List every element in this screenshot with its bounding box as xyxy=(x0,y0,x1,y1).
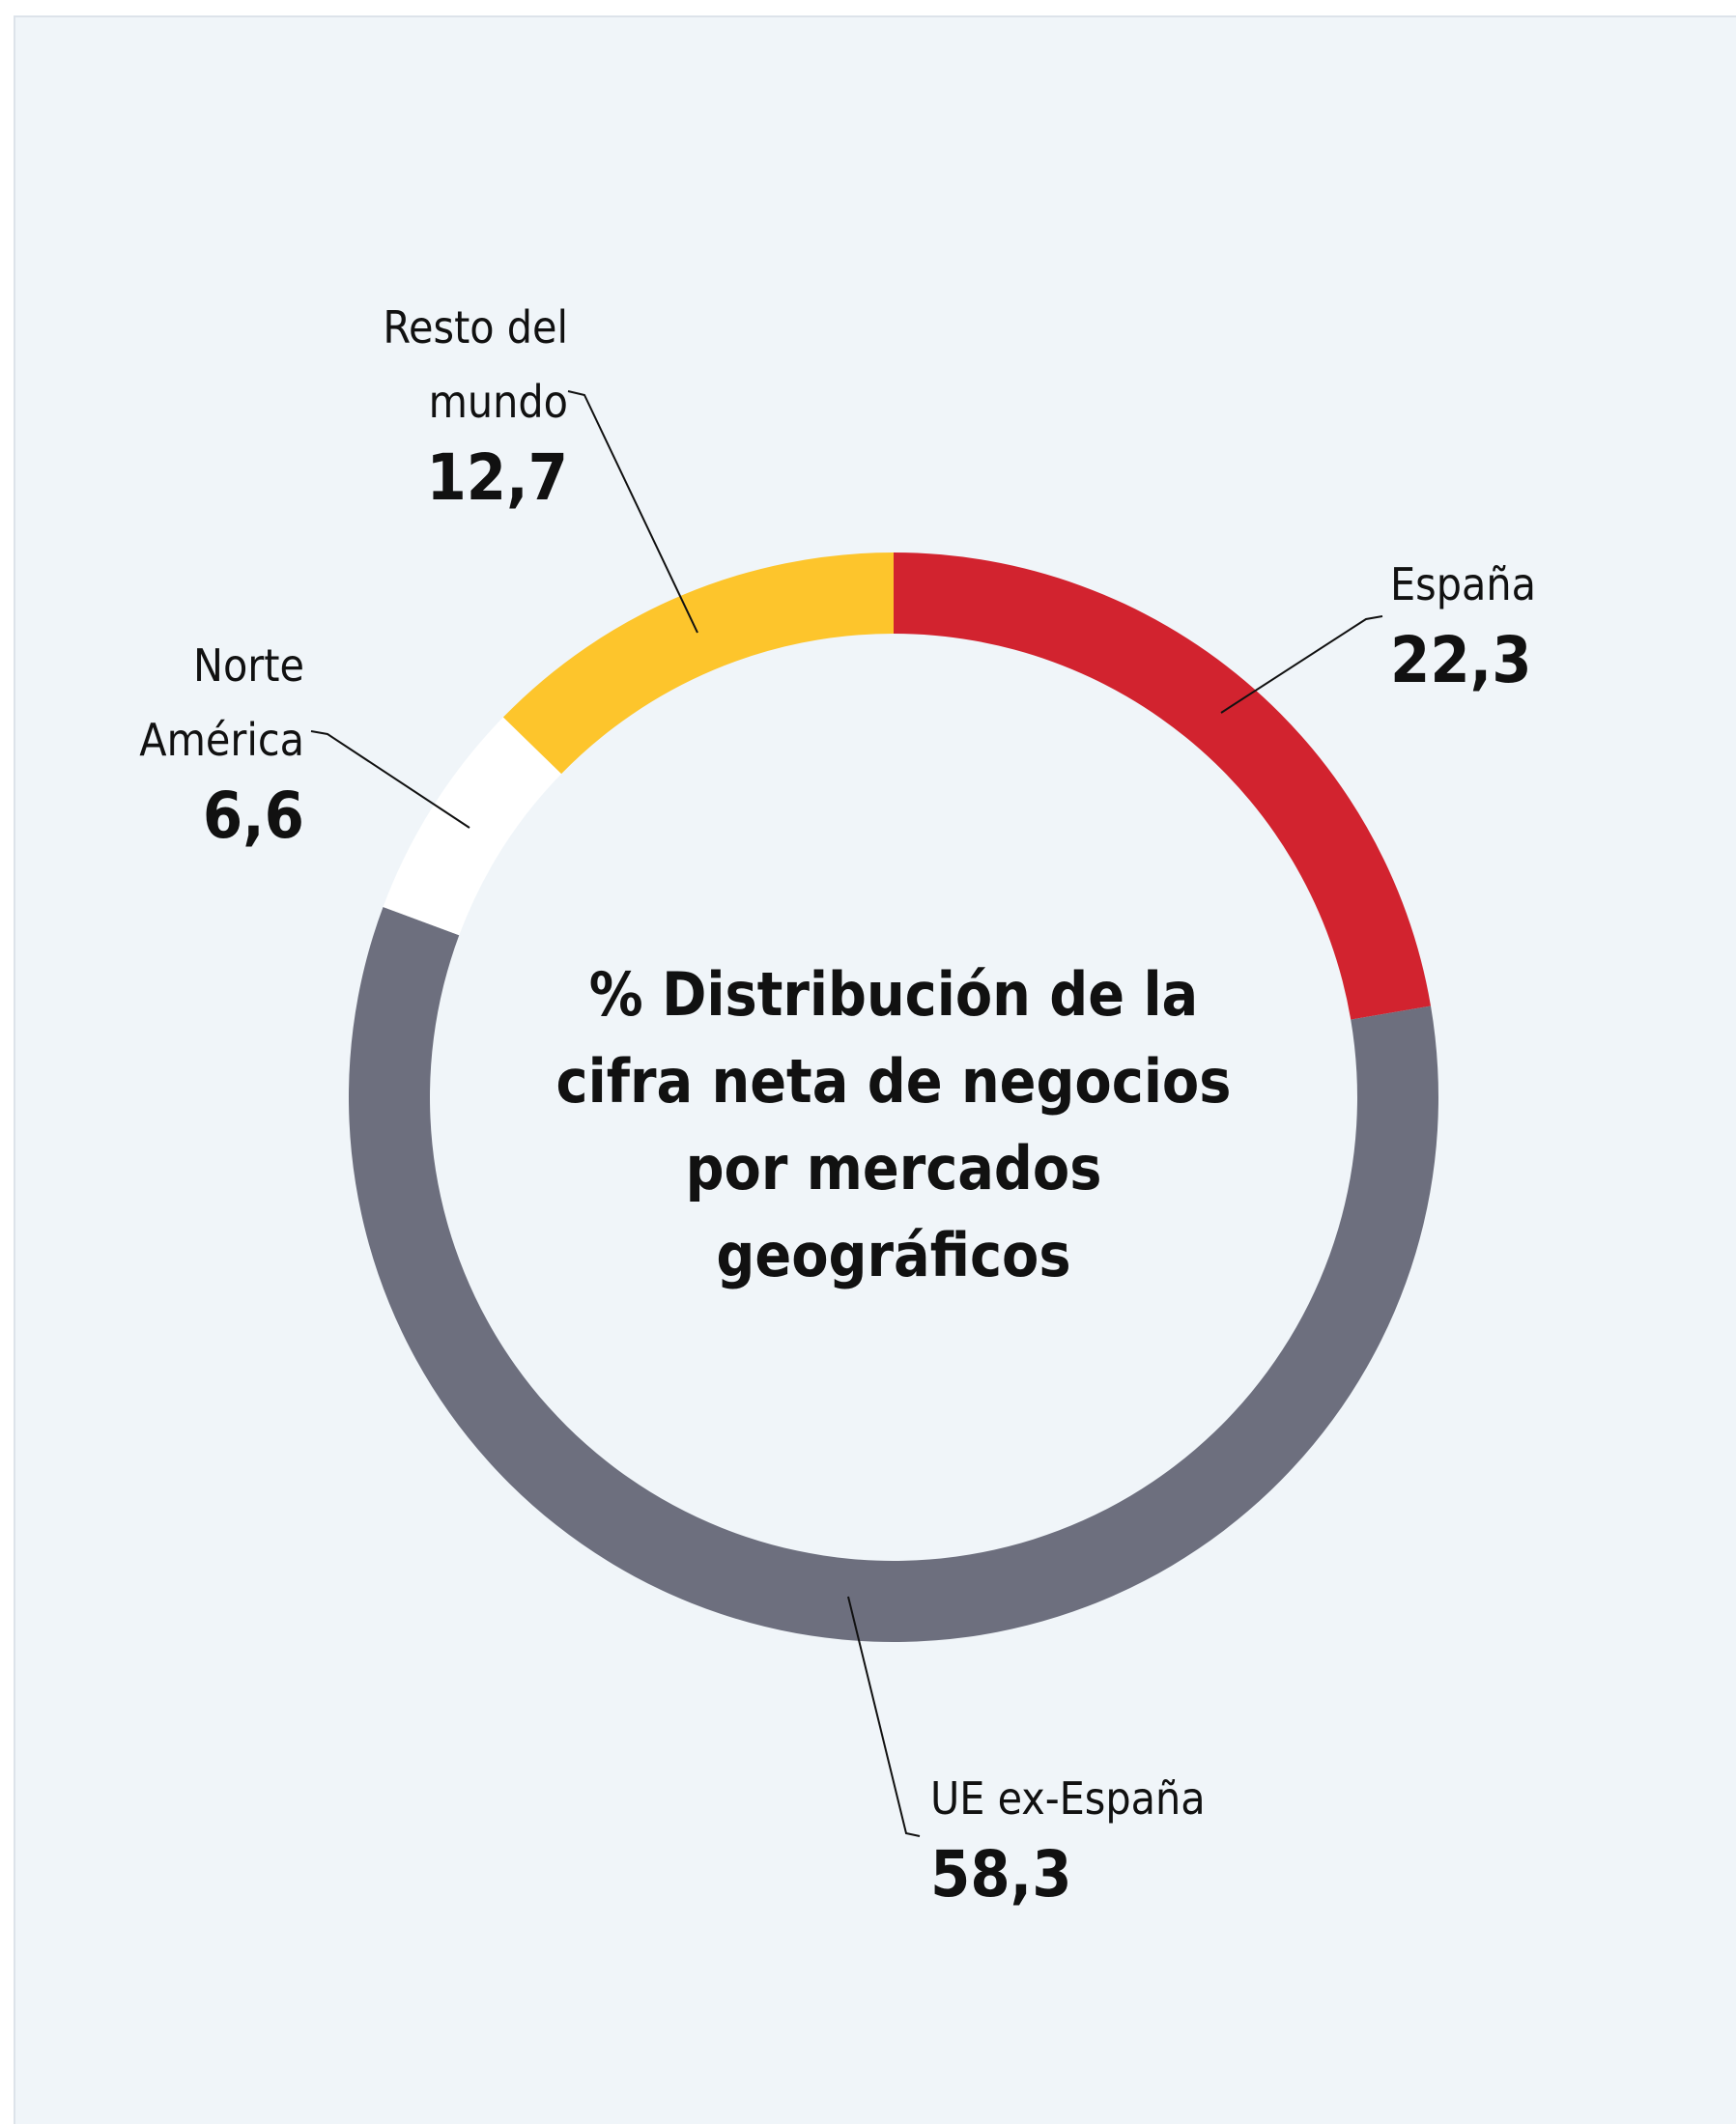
category-label: Resto del mundo xyxy=(383,301,568,428)
value-label: 22,3 xyxy=(1390,623,1532,697)
chart-title: % Distribución de la cifra neta de negoc… xyxy=(555,959,1232,1290)
leader-line xyxy=(310,730,470,829)
slice-label: Norte América 6,6 xyxy=(139,629,304,855)
value-label: 12,7 xyxy=(426,440,568,515)
donut-segment xyxy=(502,552,894,775)
leader-line xyxy=(1220,615,1383,714)
value-label: 6,6 xyxy=(202,779,304,853)
leader-line xyxy=(567,390,698,634)
slice-label: España 22,3 xyxy=(1390,548,1536,699)
category-label: UE ex-España xyxy=(930,1772,1206,1825)
background xyxy=(14,15,1736,2124)
donut-segment xyxy=(894,552,1432,1020)
category-label: España xyxy=(1390,558,1536,610)
donut-segment xyxy=(383,717,562,936)
value-label: 58,3 xyxy=(930,1837,1072,1912)
category-label: Norte América xyxy=(139,639,304,766)
slice-label: UE ex-España 58,3 xyxy=(930,1762,1206,1913)
leader-line xyxy=(847,1596,921,1837)
slice-label: Resto del mundo 12,7 xyxy=(383,291,568,517)
